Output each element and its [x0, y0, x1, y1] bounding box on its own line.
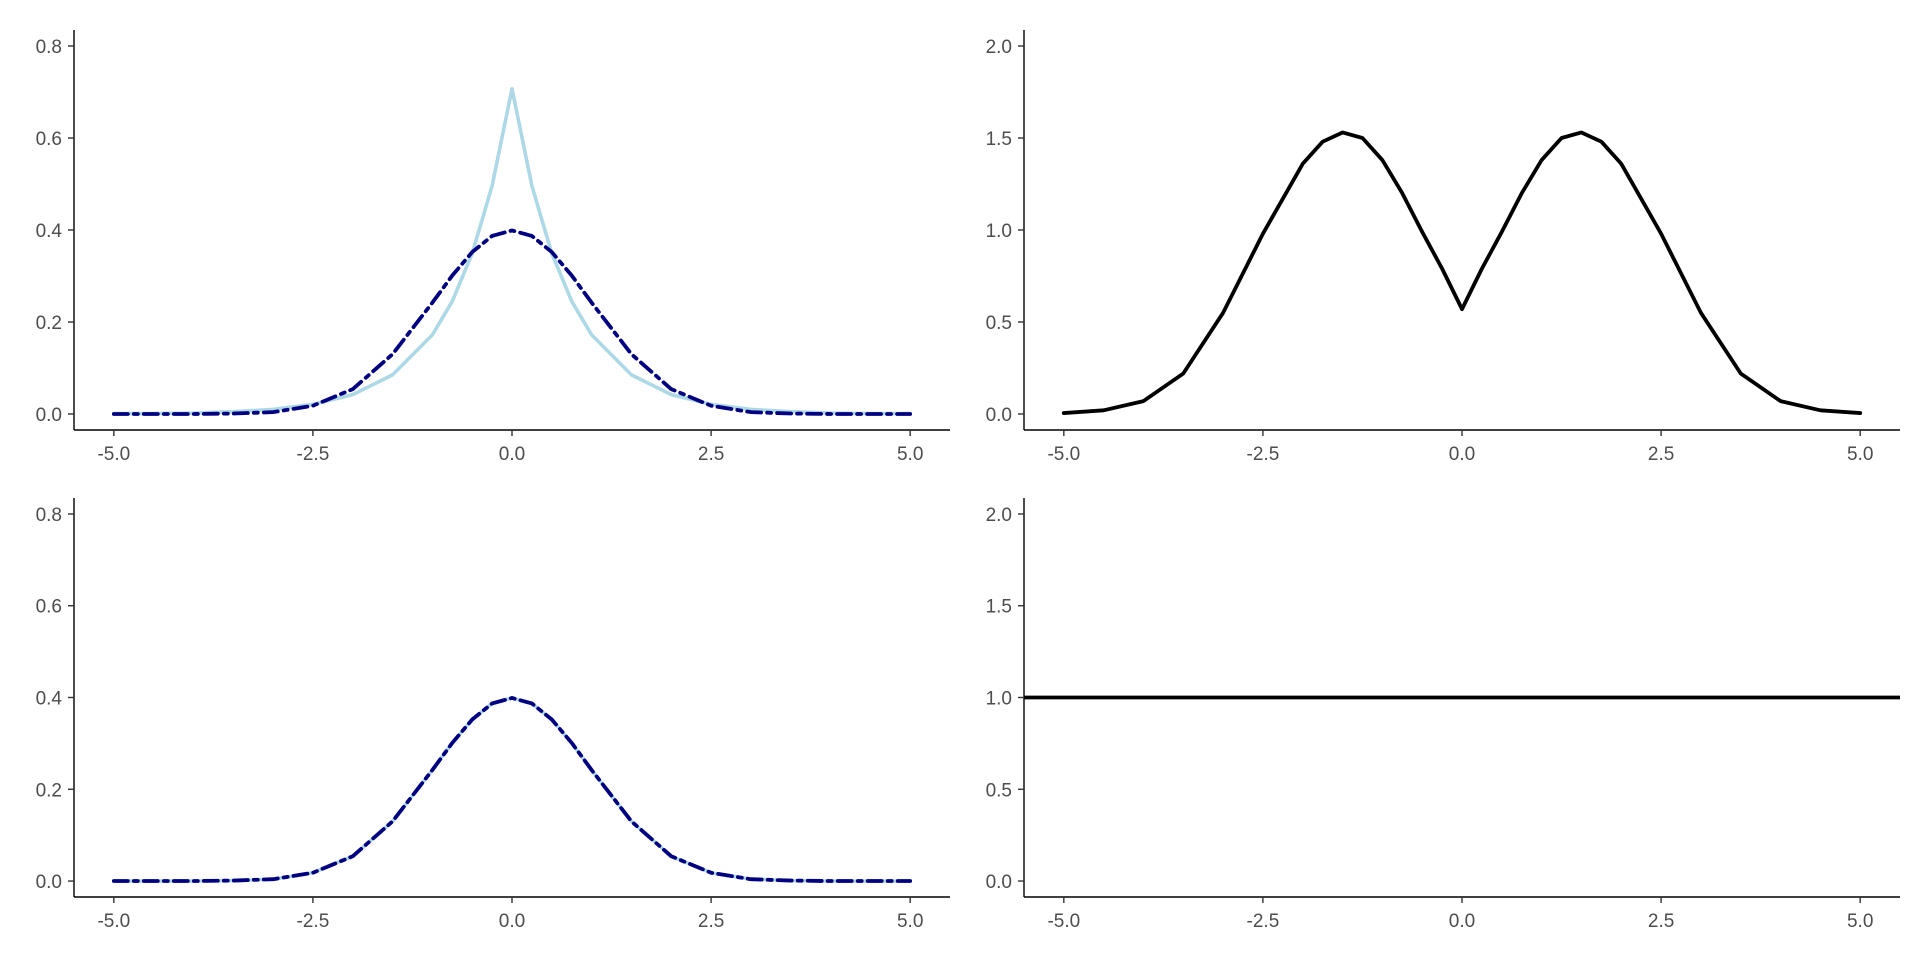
x-tick-label: -2.5	[297, 911, 330, 932]
y-tick-label: 0.2	[36, 780, 62, 801]
x-tick-label: -2.5	[1247, 911, 1280, 932]
x-tick-label: -5.0	[97, 444, 130, 465]
x-tick-label: -5.0	[1047, 444, 1080, 465]
y-tick-label: 0.6	[36, 129, 62, 150]
x-tick-label: 0.0	[1449, 444, 1475, 465]
y-tick-label: 2.0	[986, 505, 1012, 526]
x-tick-label: 0.0	[499, 911, 525, 932]
y-tick-label: 0.4	[36, 689, 63, 710]
y-tick-label: 1.5	[986, 129, 1012, 150]
chart-panel-bottom-left: -5.0 -2.5 0.0 2.5 5.0 0.0 0.2 0.4 0.6 0.8	[36, 498, 950, 932]
x-tick-label: 5.0	[897, 911, 923, 932]
series-line-top-left-1	[111, 228, 913, 416]
y-tick-label: 0.4	[36, 221, 63, 242]
x-tick-label: 0.0	[1449, 911, 1475, 932]
x-tick-label: 5.0	[1847, 444, 1873, 465]
x-tick-label: 0.0	[499, 444, 525, 465]
x-tick-label: 2.5	[698, 444, 724, 465]
chart-panel-top-left: -5.0 -2.5 0.0 2.5 5.0 0.0 0.2 0.4 0.6 0.8	[36, 30, 950, 465]
x-tick-label: 5.0	[1847, 911, 1873, 932]
series-line-top-right-0	[1061, 130, 1863, 415]
y-tick-label: 0.0	[986, 405, 1012, 426]
y-tick-label: 0.8	[36, 37, 62, 58]
y-tick-label: 0.0	[36, 405, 62, 426]
y-tick-label: 0.5	[986, 313, 1012, 334]
y-tick-label: 1.0	[986, 221, 1012, 242]
chart-panel-top-right: -5.0 -2.5 0.0 2.5 5.0 0.0 0.5 1.0 1.5 2.0	[986, 30, 1900, 465]
x-tick-label: 2.5	[1648, 444, 1674, 465]
y-tick-label: 0.6	[36, 597, 62, 618]
y-tick-label: 2.0	[986, 37, 1012, 58]
x-tick-label: 2.5	[1648, 911, 1674, 932]
x-tick-label: 2.5	[698, 911, 724, 932]
y-tick-label: 1.0	[986, 689, 1012, 710]
x-tick-label: -5.0	[1047, 911, 1080, 932]
y-tick-label: 0.0	[986, 872, 1012, 893]
chart-panel-bottom-right: -5.0 -2.5 0.0 2.5 5.0 0.0 0.5 1.0 1.5 2.0	[986, 498, 1900, 932]
y-tick-label: 0.0	[36, 872, 62, 893]
x-tick-label: -5.0	[97, 911, 130, 932]
x-tick-label: 5.0	[897, 444, 923, 465]
y-tick-label: 0.8	[36, 505, 62, 526]
y-tick-label: 1.5	[986, 597, 1012, 618]
series-line-bottom-left-1	[111, 696, 913, 883]
series-line-top-left-0	[112, 86, 912, 416]
y-tick-label: 0.2	[36, 313, 62, 334]
y-tick-label: 0.5	[986, 780, 1012, 801]
x-tick-label: -2.5	[297, 444, 330, 465]
x-tick-label: -2.5	[1247, 444, 1280, 465]
